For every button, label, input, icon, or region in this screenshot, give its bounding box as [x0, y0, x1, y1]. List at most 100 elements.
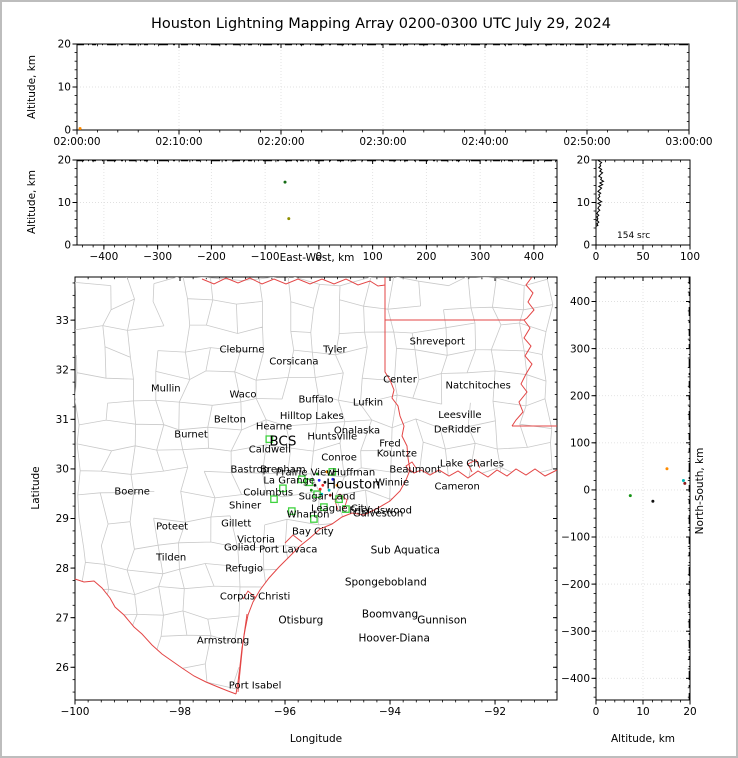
- ns-height-xlabel: Altitude, km: [611, 733, 675, 745]
- map-xtick: −94: [379, 706, 401, 718]
- city-label-tyler: Tyler: [322, 344, 347, 355]
- map-ylabel: Latitude: [30, 466, 42, 509]
- platform-label-otisburg: Otisburg: [278, 615, 323, 627]
- city-label-refugio: Refugio: [225, 564, 263, 575]
- lma-station-marker: [265, 435, 274, 444]
- east-west-height-xtick: −200: [197, 251, 226, 263]
- map-ytick: 26: [56, 662, 70, 674]
- city-label-belton: Belton: [214, 415, 246, 426]
- map-xtick: −98: [169, 706, 191, 718]
- map-xtick: −100: [61, 706, 90, 718]
- platform-label-hoover-diana: Hoover-Diana: [359, 632, 430, 644]
- lma-station-marker: [279, 484, 287, 493]
- map-ytick: 33: [56, 315, 69, 327]
- altitude-histogram-xtick: 0: [593, 251, 600, 263]
- altitude-histogram-gridlines: [596, 160, 690, 245]
- lma-station-marker: [328, 468, 337, 476]
- bay-shoreline: [284, 534, 303, 544]
- rio-grande-border: [74, 578, 237, 695]
- east-west-height-tick-labels: −400 −300 −200 −100 0 100 200 300 400 0 10 20: [58, 155, 544, 263]
- city-label-cameron: Cameron: [435, 482, 480, 493]
- city-label-center: Center: [383, 375, 418, 386]
- north-south-height-ytick: 100: [570, 438, 590, 450]
- bay-shoreline: [334, 493, 348, 511]
- city-label-victoria: Victoria: [237, 535, 275, 546]
- city-label-leesville: Leesville: [438, 410, 481, 421]
- source-point: [321, 483, 325, 487]
- source-point: [313, 483, 317, 487]
- source-point: [323, 480, 327, 484]
- east-west-ylabel: Altitude, km: [26, 170, 38, 234]
- city-label-burnet: Burnet: [174, 430, 208, 441]
- time-height-ytick: 0: [64, 125, 71, 137]
- city-label-beaumont: Beaumont: [389, 464, 441, 475]
- map-source-points: [309, 470, 339, 497]
- source-point: [318, 487, 322, 491]
- city-label-prairie-view: Prairie View: [276, 467, 335, 478]
- north-south-height-ytick: −400: [561, 673, 590, 685]
- bay-shoreline: [237, 613, 248, 693]
- city-label-shreveport: Shreveport: [410, 336, 465, 347]
- north-south-height-ytick: 0: [583, 485, 590, 497]
- city-label-brenham: Brenham: [260, 464, 305, 475]
- time-height-ytick: 20: [58, 39, 71, 51]
- city-label-caldwell: Caldwell: [249, 445, 291, 456]
- city-label-hilltop-lakes: Hilltop Lakes: [280, 411, 344, 422]
- city-label-huffman: Huffman: [332, 467, 375, 478]
- lma-station-marker: [305, 478, 314, 487]
- red-river: [201, 277, 386, 287]
- time-height-xtick: 02:10:00: [155, 136, 202, 148]
- east-west-height-xtick: −300: [143, 251, 172, 263]
- altitude-histogram-ytick: 0: [583, 240, 590, 252]
- city-label-deridder: DeRidder: [434, 425, 481, 436]
- source-count-profile: [595, 159, 605, 245]
- map-tick-labels: −100 −98 −96 −94 −92 26 27 28 29 30 31 32 33: [56, 315, 507, 718]
- city-label-lufkin: Lufkin: [353, 397, 383, 408]
- lma-station-marker: [310, 515, 318, 523]
- panel-altitude-histogram: 0 50 100 0 10 20: [577, 155, 700, 263]
- city-label-wharton: Wharton: [287, 509, 330, 520]
- city-label-fred: Fred: [379, 439, 400, 450]
- city-label-shiner: Shiner: [229, 501, 262, 512]
- east-west-xlabel: East-West, km: [280, 252, 355, 264]
- source-point: [325, 470, 329, 474]
- city-label-bastrop: Bastrop: [231, 464, 269, 475]
- city-label-houston: Houston: [326, 478, 380, 493]
- east-west-height-xtick: 400: [524, 251, 544, 263]
- source-point: [320, 492, 324, 496]
- east-west-height-gridlines: [77, 160, 557, 245]
- east-west-height-ytick: 0: [64, 240, 71, 252]
- source-point: [681, 478, 685, 482]
- city-label-sugar-land: Sugar Land: [299, 492, 356, 503]
- source-point: [328, 493, 332, 497]
- lma-station-marker: [297, 475, 306, 484]
- city-label-columbus: Columbus: [243, 488, 293, 499]
- city-label-kountze: Kountze: [377, 448, 417, 459]
- platform-label-gunnison: Gunnison: [417, 615, 467, 627]
- city-label-natchitoches: Natchitoches: [446, 381, 511, 392]
- panel-east-west-height: −400 −300 −200 −100 0 100 200 300 400 0 10 20: [58, 155, 558, 263]
- source-point: [283, 180, 287, 184]
- city-label-goliad: Goliad: [224, 543, 256, 554]
- plot-panels: 02:00:00 02:10:00 02:20:00 02:30:00 02:40:00…: [53, 39, 712, 718]
- north-south-height-ytick: 300: [570, 343, 590, 355]
- city-label-armstrong: Armstrong: [197, 635, 249, 646]
- map-ytick: 29: [56, 513, 69, 525]
- lma-station-marker: [313, 490, 321, 499]
- lma-station-marker: [287, 507, 296, 515]
- north-south-height-ytick: 200: [570, 390, 590, 402]
- source-point: [628, 494, 632, 498]
- source-point: [315, 472, 319, 476]
- source-point: [335, 483, 339, 487]
- source-point: [78, 126, 82, 130]
- map-xtick: −92: [484, 706, 506, 718]
- bay-shoreline: [405, 461, 417, 473]
- time-height-xtick: 02:30:00: [359, 136, 406, 148]
- north-south-height-tick-labels: 0 10 20 400 300 200 100 0 −100 −200 −300 −400: [561, 296, 697, 718]
- offshore-platform-labels: Sub Aquatica Spongebobland Otisburg Boomvan…: [278, 545, 466, 645]
- east-west-height-ytick: 10: [58, 197, 71, 209]
- time-height-tick-labels: 02:00:00 02:10:00 02:20:00 02:30:00 02:40:00…: [53, 39, 712, 148]
- city-label-tilden: Tilden: [155, 553, 186, 564]
- city-label-galveston: Galveston: [353, 508, 403, 519]
